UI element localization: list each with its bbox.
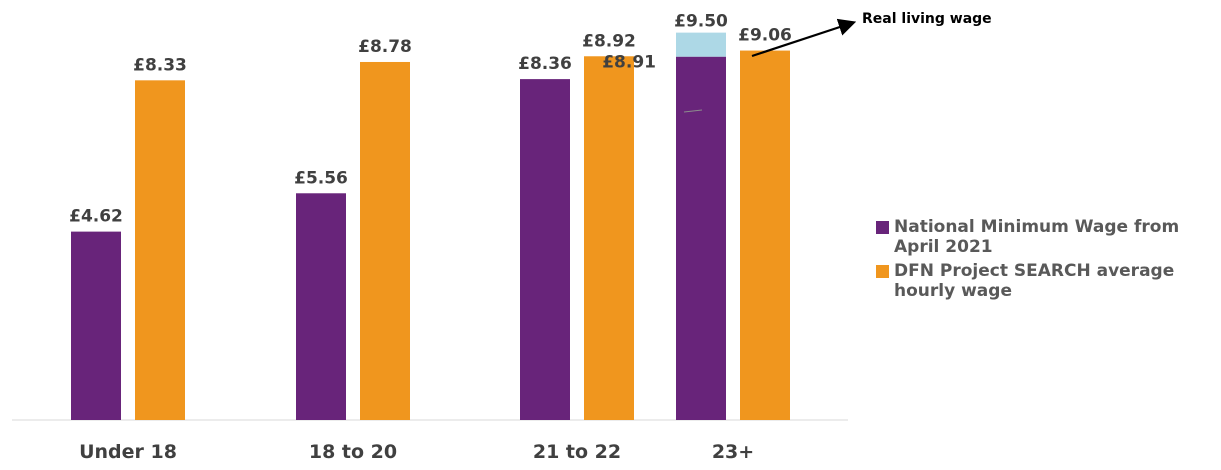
value-label-dfn-21-to-22: £8.92 <box>582 31 636 51</box>
legend-label-nmw: National Minimum Wage from April 2021 <box>894 217 1180 257</box>
category-label-under-18: Under 18 <box>79 441 177 463</box>
bar-dfn-18-to-20 <box>360 61 410 420</box>
real-living-wage-arrow <box>751 18 857 58</box>
bar-dfn-21-to-22 <box>584 56 634 420</box>
legend-item-nmw: National Minimum Wage from April 2021 <box>876 217 1221 257</box>
bar-nmw-18-to-20 <box>296 193 346 420</box>
bar-nmw-under-18 <box>71 231 121 420</box>
value-label-nmw-18-to-20: £5.56 <box>294 168 348 188</box>
bar-nmw-21-to-22 <box>520 79 570 420</box>
nmw-23-leader-line <box>683 109 703 113</box>
category-label-18-to-20: 18 to 20 <box>309 441 397 463</box>
value-label-dfn-23: £9.06 <box>738 26 792 46</box>
real-living-wage-annotation: Real living wage <box>862 11 992 27</box>
value-label-nmw-23: £8.91 <box>602 53 656 73</box>
value-label-dfn-under-18: £8.33 <box>133 55 187 75</box>
bar-dfn-23 <box>740 50 790 420</box>
legend: National Minimum Wage from April 2021 DF… <box>876 217 1221 305</box>
value-label-dfn-18-to-20: £8.78 <box>358 37 412 57</box>
bar-nmw-23 <box>676 56 726 420</box>
category-label-23: 23+ <box>712 441 754 463</box>
value-label-real-living-wage-23: £9.50 <box>674 12 728 32</box>
bar-real-living-wage-23 <box>676 32 726 57</box>
value-label-nmw-21-to-22: £8.36 <box>518 54 572 74</box>
legend-swatch-dfn <box>876 265 889 278</box>
bar-dfn-under-18 <box>135 80 185 421</box>
legend-item-dfn: DFN Project SEARCH average hourly wage <box>876 261 1221 301</box>
legend-swatch-nmw <box>876 221 889 234</box>
category-label-21-to-22: 21 to 22 <box>533 441 621 463</box>
legend-label-dfn: DFN Project SEARCH average hourly wage <box>894 261 1175 301</box>
value-label-nmw-under-18: £4.62 <box>69 207 123 227</box>
